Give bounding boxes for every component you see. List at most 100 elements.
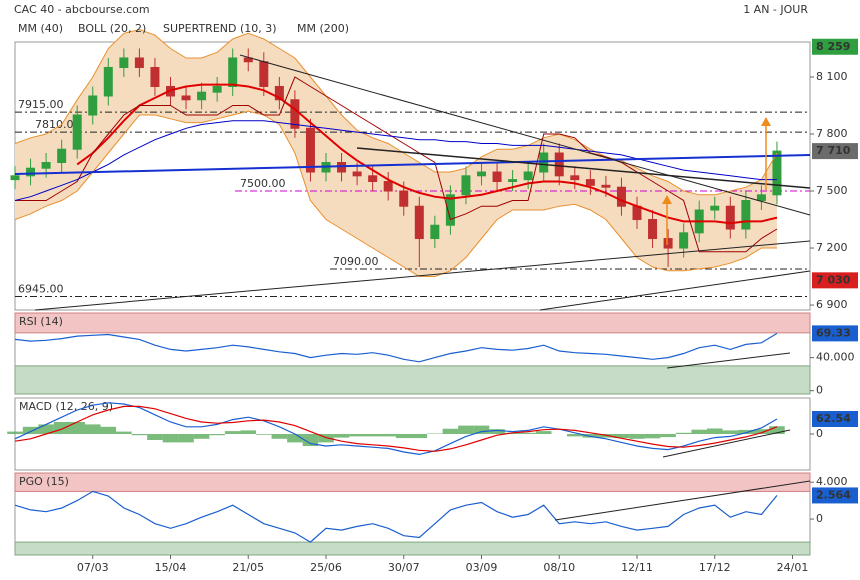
value-marker-label: 2.564	[816, 488, 851, 501]
histogram-bar	[224, 431, 241, 434]
price-marker-label: 7 710	[816, 144, 851, 157]
level-label: 7500.00	[240, 177, 286, 190]
histogram-bar	[395, 434, 412, 439]
candle-body	[243, 57, 253, 63]
histogram-bar	[567, 434, 583, 437]
candle-body	[274, 85, 284, 101]
price-marker	[812, 38, 858, 55]
level-label: 7090.00	[333, 255, 379, 268]
legend-entry: MM (40)	[18, 22, 63, 35]
price-marker	[812, 272, 858, 289]
histogram-bar	[473, 425, 490, 434]
histogram-bar	[489, 429, 505, 434]
histogram-bar	[147, 434, 163, 440]
candle-body	[352, 171, 362, 177]
overbought-zone	[14, 312, 811, 334]
histogram-bar	[256, 434, 272, 435]
price-marker-label: 7 030	[816, 273, 851, 286]
overbought-zone	[14, 472, 811, 492]
value-marker-label: 69.33	[816, 326, 851, 339]
x-tick-label: 07/03	[77, 561, 109, 574]
series-line	[14, 332, 778, 363]
oversold-zone	[14, 365, 811, 395]
histogram-bar	[349, 434, 365, 437]
histogram-bar	[131, 434, 148, 436]
series-line	[14, 120, 777, 201]
histogram-bar	[38, 424, 54, 434]
histogram-bar	[675, 432, 692, 434]
candle-body	[57, 148, 67, 164]
histogram-bar	[287, 434, 303, 443]
histogram-bar	[644, 434, 661, 439]
legend-entry: BOLL (20, 2)	[78, 22, 146, 35]
candle-body	[383, 181, 393, 192]
candle-body	[10, 175, 20, 181]
value-marker-label: 62.54	[816, 412, 851, 425]
candle-body	[756, 194, 766, 202]
histogram-bar	[22, 426, 39, 434]
candle-body	[41, 162, 51, 169]
candle-body	[445, 194, 455, 226]
y-tick-label: 4.000	[816, 475, 848, 488]
level-label: 7915.00	[18, 98, 64, 111]
histogram-bar	[722, 430, 739, 434]
y-tick-label: 40.000	[816, 351, 855, 364]
candle-body	[663, 238, 673, 249]
y-tick-label: 0	[816, 384, 823, 397]
x-tick-label: 21/05	[232, 561, 264, 574]
candle-body	[399, 190, 409, 207]
candle-body	[228, 57, 238, 87]
x-tick-label: 08/10	[543, 561, 575, 574]
candle-body	[554, 152, 564, 177]
histogram-bar	[753, 429, 770, 434]
trendline	[539, 270, 811, 311]
trendline	[554, 480, 811, 521]
y-tick-label: 8 100	[816, 70, 848, 83]
level-label: 7810.00	[35, 118, 81, 131]
candle-body	[197, 91, 207, 101]
target-arrow-head	[662, 195, 672, 204]
candle-body	[26, 167, 36, 177]
trendline	[662, 429, 791, 458]
histogram-bar	[333, 434, 350, 438]
histogram-bar	[520, 432, 536, 434]
candle-body	[212, 85, 222, 93]
candle-body	[772, 150, 782, 196]
legend-entry: MM (200)	[297, 22, 349, 35]
candle-body	[134, 57, 144, 68]
price-marker	[812, 143, 858, 160]
histogram-bar	[7, 431, 23, 434]
trendline	[34, 240, 811, 311]
trendline	[356, 147, 811, 189]
x-tick-label: 12/11	[621, 561, 653, 574]
histogram-bar	[53, 422, 70, 434]
panel-title: PGO (15)	[19, 475, 69, 488]
y-tick-label: 7 500	[816, 184, 848, 197]
histogram-bar	[178, 434, 194, 443]
histogram-bar	[69, 422, 85, 434]
trendlines	[14, 54, 811, 521]
histogram-bar	[209, 434, 225, 436]
candle-body	[616, 186, 626, 207]
candle-body	[585, 179, 595, 186]
series-line	[14, 402, 778, 456]
candle-body	[259, 61, 269, 87]
histogram-bar	[738, 429, 754, 434]
series-line	[14, 110, 777, 277]
y-tick-label: 7 800	[816, 127, 848, 140]
boll-fill	[15, 29, 777, 277]
candle-body	[119, 57, 129, 68]
y-tick-label: 6 900	[816, 298, 848, 311]
candle-body	[461, 175, 471, 196]
histogram-bar	[84, 424, 101, 434]
candle-body	[508, 179, 518, 183]
candle-body	[648, 219, 658, 240]
candle-body	[601, 184, 611, 188]
y-tick-label: 0	[816, 427, 823, 440]
candle-body	[570, 175, 580, 181]
candle-body	[539, 152, 549, 173]
series-line	[15, 76, 778, 253]
histogram-bar	[660, 434, 676, 438]
histogram-bar	[302, 434, 319, 446]
x-tick-label: 30/07	[388, 561, 420, 574]
